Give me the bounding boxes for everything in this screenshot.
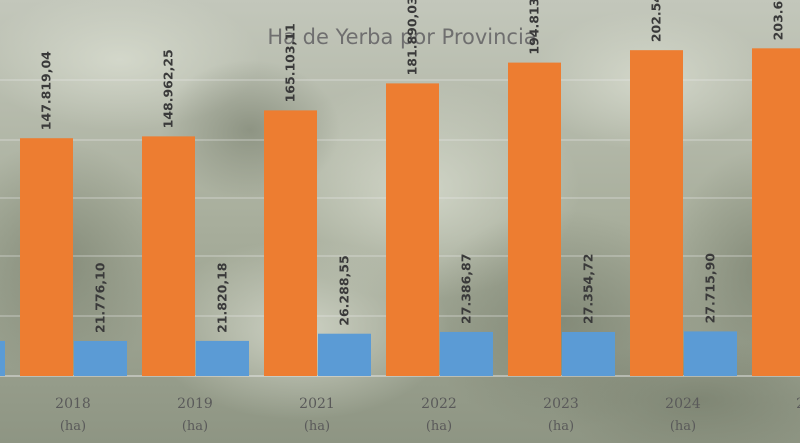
blue-bar-2023	[562, 331, 615, 376]
blue-bar-2022	[440, 331, 493, 376]
data-label: 202.540,43	[649, 0, 664, 42]
x-tick-label: 2018	[55, 396, 91, 412]
data-label: 148.962,25	[161, 49, 176, 128]
data-label: 27.386,87	[459, 254, 474, 324]
x-tick-label: 2023	[543, 396, 579, 412]
x-tick-unit: (ha)	[60, 419, 86, 434]
orange-bar-2018	[20, 138, 73, 376]
x-tick-label: 20	[796, 396, 800, 412]
data-label: 27.715,90	[703, 253, 718, 324]
blue-bar-2024	[684, 331, 737, 376]
orange-bar-2023	[508, 62, 561, 376]
x-tick-unit: (ha)	[304, 419, 330, 434]
orange-bar-2021	[264, 110, 317, 376]
x-tick-label: 2024	[665, 396, 701, 412]
bar-cutoff-edge	[0, 340, 5, 376]
chart-title: Ha de Yerba por Provincia	[267, 25, 536, 49]
data-label: 194.813,85	[527, 0, 542, 55]
data-labels: 147.819,04 21.776,10 148.962,25 21.820,18 16…	[39, 0, 786, 333]
data-label: 181.890,03	[405, 0, 420, 75]
x-tick-unit: (ha)	[670, 419, 696, 434]
blue-bar-2019	[196, 340, 249, 376]
data-label: 147.819,04	[39, 51, 54, 130]
x-tick-unit: (ha)	[426, 419, 452, 434]
bars	[0, 48, 800, 377]
x-tick-unit: (ha)	[548, 419, 574, 434]
blue-bar-2021	[318, 333, 371, 376]
data-label: 21.820,18	[215, 263, 230, 333]
orange-bar-2019	[142, 136, 195, 376]
data-label: 26.288,55	[337, 255, 352, 325]
orange-bar-2024	[630, 50, 683, 376]
x-axis-ticks: 2018 (ha) 2019 (ha) 2021 (ha) 2022 (ha) 2023 (ha)…	[55, 396, 800, 434]
data-label: 165.103,11	[283, 23, 298, 102]
x-tick-unit: (ha)	[182, 419, 208, 434]
x-tick-label: 2022	[421, 396, 457, 412]
orange-bar-20	[752, 48, 800, 377]
orange-bar-2022	[386, 83, 439, 377]
data-label: 27.354,72	[581, 254, 596, 324]
x-tick-label: 2021	[299, 396, 335, 412]
data-label: 21.776,10	[93, 262, 108, 333]
data-label: 203.691,79	[771, 0, 786, 40]
blue-bar-2018	[74, 340, 127, 376]
x-tick-label: 2019	[177, 396, 213, 412]
